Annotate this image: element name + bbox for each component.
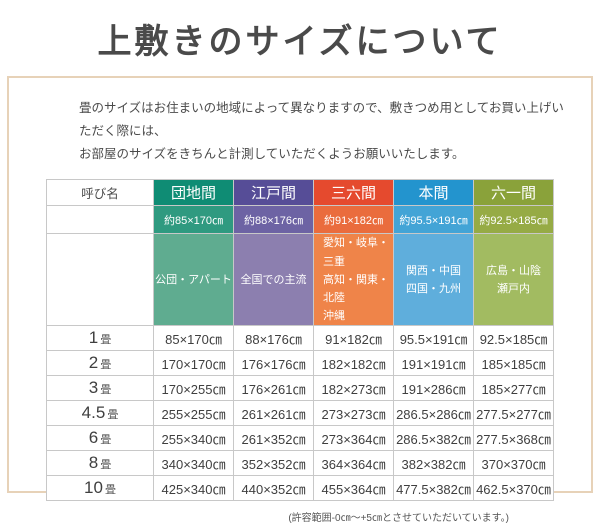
table-row: 1 畳 85×170㎝ 88×176㎝ 91×182㎝ 95.5×191㎝ 92.5×185…	[46, 325, 554, 352]
size-value-cell: 92.5×185㎝	[473, 325, 554, 352]
mat-size-row: １畳の幅×長さ 約85×170㎝ 約88×176㎝ 約91×182㎝ 約95.5…	[46, 205, 554, 235]
size-value-cell: 261×261㎝	[233, 400, 314, 427]
row-label-region: 主に使用されて いる地域	[46, 233, 154, 327]
table-row: 6 畳 255×340㎝ 261×352㎝ 273×364㎝ 286.5×382㎝ 277.…	[46, 425, 554, 452]
table-row: 3 畳 170×255㎝ 176×261㎝ 182×273㎝ 191×286㎝ 185×27…	[46, 375, 554, 402]
region-cell: 関西・中国 四国・九州	[393, 233, 474, 327]
size-value-cell: 364×364㎝	[313, 450, 394, 477]
mat-count-unit: 畳	[104, 484, 116, 497]
size-value-cell: 370×370㎝	[473, 450, 554, 477]
description-text: 畳のサイズはお住まいの地域によって異なりますので、敷きつめ用としてお買い上げいた…	[79, 101, 564, 162]
size-value-cell: 185×185㎝	[473, 350, 554, 377]
page-title: 上敷きのサイズについて	[97, 24, 503, 61]
mat-count-unit: 畳	[100, 434, 112, 447]
mat-count: 1	[88, 328, 99, 348]
table-row: 8 畳 340×340㎝ 352×352㎝ 364×364㎝ 382×382㎝ 370×37…	[46, 450, 554, 477]
size-value-cell: 340×340㎝	[153, 450, 234, 477]
column-header-rokuichima: 六一間	[473, 179, 554, 207]
size-value-cell: 273×364㎝	[313, 425, 394, 452]
size-value-cell: 261×352㎝	[233, 425, 314, 452]
row-label-mat-size: １畳の幅×長さ	[46, 205, 154, 235]
tatami-size-table: 呼び名 団地間 江戸間 三六間 本間 六一間 １畳の幅×長さ 約85×170㎝ …	[46, 179, 554, 502]
size-value-cell: 477.5×382㎝	[393, 475, 474, 502]
region-row: 主に使用されて いる地域 公団・アパート 全国での主流 愛知・岐阜・三重 高知・…	[46, 233, 554, 327]
size-value-cell: 176×176㎝	[233, 350, 314, 377]
mat-size-cell: 約92.5×185㎝	[473, 205, 554, 235]
mat-count-unit: 畳	[100, 459, 112, 472]
size-data-rows: 1 畳 85×170㎝ 88×176㎝ 91×182㎝ 95.5×191㎝ 92.5×185…	[46, 325, 554, 502]
size-value-cell: 440×352㎝	[233, 475, 314, 502]
size-value-cell: 273×273㎝	[313, 400, 394, 427]
size-value-cell: 286.5×382㎝	[393, 425, 474, 452]
region-cell: 全国での主流	[233, 233, 314, 327]
column-header-name: 呼び名	[46, 179, 154, 207]
column-header-saburokuma: 三六間	[313, 179, 394, 207]
mat-count: 6	[88, 428, 99, 448]
size-value-cell: 255×340㎝	[153, 425, 234, 452]
column-header-honma: 本間	[393, 179, 474, 207]
region-cell: 愛知・岐阜・三重 高知・関東・北陸 沖縄	[313, 233, 394, 327]
column-header-edoma: 江戸間	[233, 179, 314, 207]
size-value-cell: 191×286㎝	[393, 375, 474, 402]
size-value-cell: 191×191㎝	[393, 350, 474, 377]
size-value-cell: 425×340㎝	[153, 475, 234, 502]
size-value-cell: 85×170㎝	[153, 325, 234, 352]
mat-count-unit: 畳	[100, 334, 112, 347]
table-header-row: 呼び名 団地間 江戸間 三六間 本間 六一間	[46, 179, 554, 207]
size-value-cell: 455×364㎝	[313, 475, 394, 502]
mat-count: 10	[84, 478, 103, 498]
size-value-cell: 286.5×286㎝	[393, 400, 474, 427]
size-value-cell: 176×261㎝	[233, 375, 314, 402]
row-label: 10 畳	[46, 475, 154, 502]
size-value-cell: 170×255㎝	[153, 375, 234, 402]
mat-count-unit: 畳	[100, 359, 112, 372]
size-value-cell: 352×352㎝	[233, 450, 314, 477]
mat-size-cell: 約95.5×191㎝	[393, 205, 474, 235]
page: 上敷きのサイズについて 畳のサイズはお住まいの地域によって異なりますので、敷きつ…	[7, 24, 593, 524]
size-value-cell: 182×182㎝	[313, 350, 394, 377]
mat-count-unit: 畳	[107, 409, 119, 422]
size-value-cell: 170×170㎝	[153, 350, 234, 377]
mat-count: 8	[88, 453, 99, 473]
mat-count-unit: 畳	[100, 384, 112, 397]
table-row: 2 畳 170×170㎝ 176×176㎝ 182×182㎝ 191×191㎝ 185×18…	[46, 350, 554, 377]
size-value-cell: 277.5×368㎝	[473, 425, 554, 452]
mat-size-cell: 約91×182㎝	[313, 205, 394, 235]
mat-count: 4.5	[81, 403, 106, 423]
region-cell: 公団・アパート	[153, 233, 234, 327]
size-value-cell: 95.5×191㎝	[393, 325, 474, 352]
size-value-cell: 462.5×370㎝	[473, 475, 554, 502]
mat-size-cell: 約88×176㎝	[233, 205, 314, 235]
region-cell: 広島・山陰 瀬戸内	[473, 233, 554, 327]
content-box: 畳のサイズはお住まいの地域によって異なりますので、敷きつめ用としてお買い上げいた…	[7, 76, 593, 524]
column-header-danchima: 団地間	[153, 179, 234, 207]
size-value-cell: 185×277㎝	[473, 375, 554, 402]
mat-count: 3	[88, 378, 99, 398]
table-row: 4.5 畳 255×255㎝ 261×261㎝ 273×273㎝ 286.5×286㎝ 27…	[46, 400, 554, 427]
size-value-cell: 91×182㎝	[313, 325, 394, 352]
size-value-cell: 382×382㎝	[393, 450, 474, 477]
size-value-cell: 182×273㎝	[313, 375, 394, 402]
size-value-cell: 255×255㎝	[153, 400, 234, 427]
size-value-cell: 88×176㎝	[233, 325, 314, 352]
mat-size-cell: 約85×170㎝	[153, 205, 234, 235]
table-row: 10 畳 425×340㎝ 440×352㎝ 455×364㎝ 477.5×382㎝ 462…	[46, 475, 554, 502]
mat-count: 2	[88, 353, 99, 373]
row-label: 4.5 畳	[46, 400, 154, 427]
size-value-cell: 277.5×277㎝	[473, 400, 554, 427]
